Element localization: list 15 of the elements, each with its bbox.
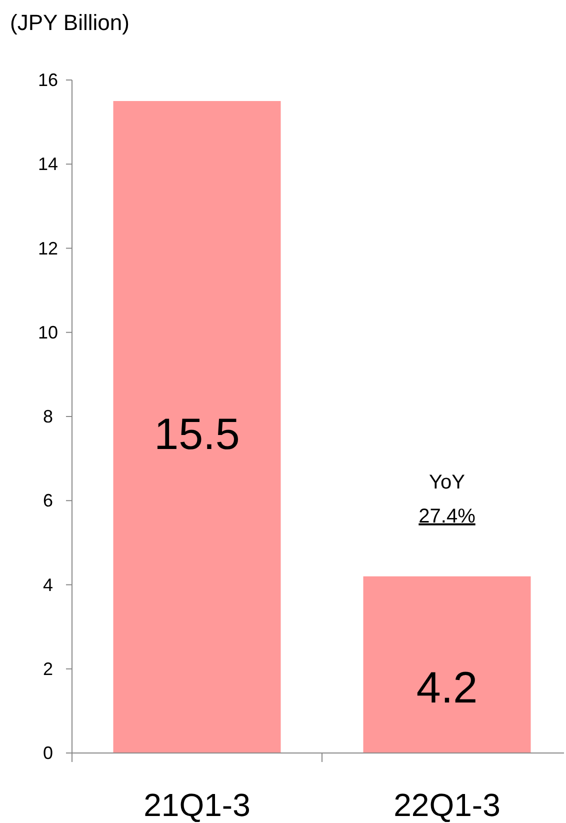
annotation: YoY 27.4%: [418, 471, 476, 528]
x-tick-label: 22Q1-3: [394, 787, 500, 823]
y-axis-title: (JPY Billion): [10, 10, 130, 35]
y-tick-label: 10: [38, 322, 58, 342]
y-tick-label: 4: [42, 574, 54, 595]
y-tick-label: 14: [38, 154, 58, 174]
y-tick-label: 6: [42, 490, 54, 511]
y-tick-label: 12: [38, 238, 58, 258]
y-tick-label: 2: [42, 658, 54, 679]
y-tick-label: 16: [38, 70, 58, 90]
x-tick-label: 21Q1-3: [144, 787, 250, 823]
data-label: 4.2: [416, 664, 478, 713]
y-tick-label: 8: [42, 406, 54, 426]
data-label: 15.5: [154, 410, 240, 460]
y-tick-label: 0: [42, 743, 54, 763]
